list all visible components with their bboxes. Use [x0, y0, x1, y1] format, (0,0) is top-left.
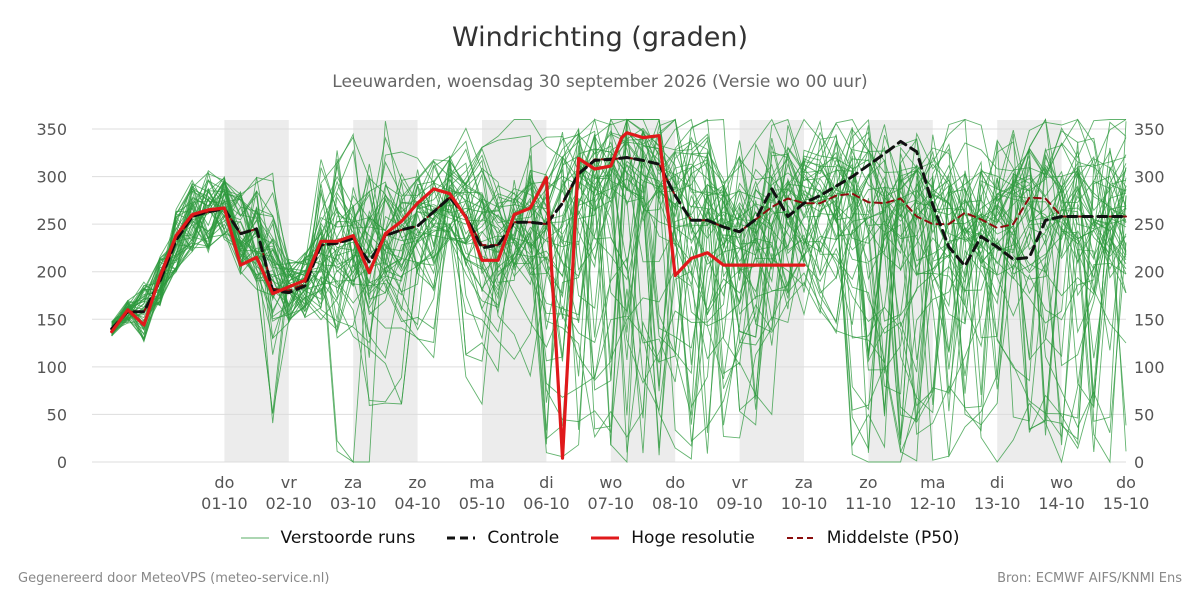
x-tick-day-14: do [1116, 473, 1136, 492]
y-axis-right-ticks: 0 50 100 150 200 250 300 350 [1134, 120, 1165, 472]
y-tick-left-300: 300 [36, 168, 67, 187]
ensemble-run-33 [111, 118, 1127, 364]
legend-label-control: Controle [487, 528, 560, 548]
y-tick-right-100: 100 [1134, 358, 1165, 377]
legend-swatch-hires [591, 536, 620, 540]
y-tick-right-200: 200 [1134, 263, 1165, 282]
legend-label-median: Middelste (P50) [826, 528, 960, 548]
control-line [110, 139, 1128, 331]
y-tick-right-350: 350 [1134, 120, 1165, 139]
x-tick-date-4: 05-10 [459, 494, 506, 513]
legend-swatch-ensemble [240, 537, 269, 539]
legend-swatch-control [447, 536, 476, 540]
y-tick-right-150: 150 [1134, 310, 1165, 329]
x-tick-date-9: 10-10 [781, 494, 828, 513]
y-tick-left-350: 350 [36, 120, 67, 139]
y-tick-left-100: 100 [36, 358, 67, 377]
x-tick-day-7: do [665, 473, 685, 492]
x-tick-date-5: 06-10 [523, 494, 570, 513]
chart-title: Windrichting (graden) [451, 22, 749, 53]
y-tick-left-0: 0 [57, 453, 67, 472]
y-axis-left-ticks: 0 50 100 150 200 250 300 350 [36, 120, 67, 472]
ensemble-run-25 [111, 118, 1127, 426]
x-tick-day-3: zo [409, 473, 427, 492]
ensemble-run-23 [111, 118, 1127, 461]
x-tick-date-8: 09-10 [716, 494, 763, 513]
y-tick-left-50: 50 [47, 405, 67, 424]
x-tick-date-3: 04-10 [394, 494, 441, 513]
x-tick-day-12: di [990, 473, 1005, 492]
chart-subtitle: Leeuwarden, woensdag 30 september 2026 (… [332, 72, 868, 92]
x-tick-date-2: 03-10 [330, 494, 377, 513]
x-tick-day-9: za [795, 473, 813, 492]
footer-source: Bron: ECMWF AIFS/KNMI Ens [997, 571, 1182, 586]
legend-label-hires: Hoge resolutie [631, 528, 755, 548]
x-tick-date-11: 12-10 [910, 494, 957, 513]
ensemble-run-49 [111, 119, 1127, 463]
x-tick-day-11: ma [920, 473, 945, 492]
ensemble-run-43 [111, 118, 1127, 453]
ensemble-run-38 [111, 118, 1127, 334]
x-axis-ticks: do 01-10 vr 02-10 za 03-10 zo 04-10 ma 05-10 di 06-… [201, 473, 1149, 513]
x-tick-date-1: 02-10 [266, 494, 313, 513]
y-tick-right-50: 50 [1134, 405, 1154, 424]
x-tick-day-13: wo [1050, 473, 1073, 492]
y-tick-left-250: 250 [36, 215, 67, 234]
ensemble-run-31 [111, 118, 1127, 446]
legend-item-hires: Hoge resolutie [591, 528, 755, 548]
legend-label-ensemble: Verstoorde runs [280, 528, 416, 548]
x-tick-day-5: di [539, 473, 554, 492]
ensemble-run-44 [111, 118, 1127, 341]
y-tick-left-150: 150 [36, 310, 67, 329]
ensemble-run-28 [111, 117, 1127, 412]
x-tick-date-13: 14-10 [1038, 494, 1085, 513]
x-tick-day-8: vr [732, 473, 748, 492]
x-tick-day-0: do [214, 473, 234, 492]
legend-item-control: Controle [447, 528, 559, 548]
x-tick-date-14: 15-10 [1103, 494, 1150, 513]
y-tick-right-0: 0 [1134, 453, 1144, 472]
ensemble-run-41 [111, 118, 1127, 426]
ensemble-run-39 [111, 118, 1127, 446]
x-tick-date-6: 07-10 [588, 494, 635, 513]
x-tick-date-7: 08-10 [652, 494, 699, 513]
x-tick-day-6: wo [599, 473, 622, 492]
ensemble-run-10 [111, 121, 1127, 453]
ensemble-run-1 [111, 121, 1127, 464]
hires-line [110, 131, 806, 460]
x-tick-day-4: ma [469, 473, 494, 492]
main-series [110, 131, 1128, 460]
footer-credit: Gegenereerd door MeteoVPS (meteo-service… [18, 571, 330, 586]
legend-swatch-median [786, 537, 815, 539]
y-tick-right-300: 300 [1134, 168, 1165, 187]
x-tick-date-10: 11-10 [845, 494, 892, 513]
x-tick-date-12: 13-10 [974, 494, 1021, 513]
x-tick-day-2: za [344, 473, 362, 492]
legend: Verstoorde runs Controle Hoge resolutie … [0, 528, 1200, 548]
ensemble-run-42 [111, 119, 1126, 460]
ensemble-run-48 [111, 145, 1127, 425]
x-tick-day-1: vr [281, 473, 297, 492]
y-tick-left-200: 200 [36, 263, 67, 282]
legend-item-median: Middelste (P50) [786, 528, 960, 548]
x-tick-date-0: 01-10 [201, 494, 248, 513]
legend-item-ensemble: Verstoorde runs [240, 528, 416, 548]
x-tick-day-10: zo [859, 473, 877, 492]
y-tick-right-250: 250 [1134, 215, 1165, 234]
